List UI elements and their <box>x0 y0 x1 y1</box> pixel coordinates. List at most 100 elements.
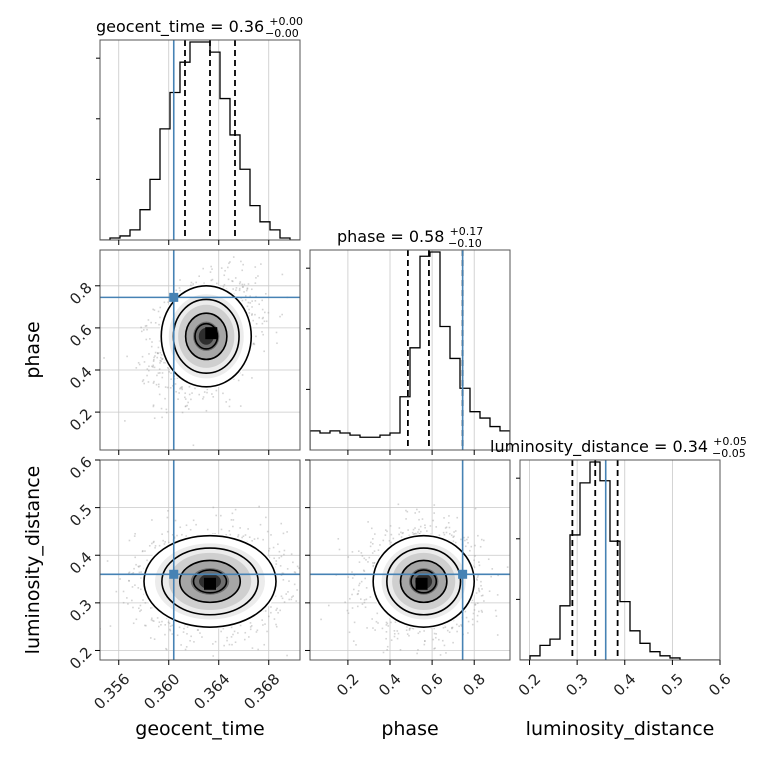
scatter-point <box>171 534 174 536</box>
scatter-point <box>480 538 483 541</box>
scatter-point <box>190 398 192 401</box>
scatter-point <box>139 565 141 567</box>
scatter-point <box>288 598 291 601</box>
scatter-point <box>198 275 200 278</box>
scatter-point <box>244 631 247 634</box>
scatter-point <box>238 289 241 292</box>
scatter-point <box>157 310 160 313</box>
truth-marker <box>169 292 179 302</box>
scatter-point <box>344 525 346 527</box>
scatter-point <box>417 649 419 651</box>
contour-line <box>161 547 259 616</box>
scatter-point <box>134 556 136 559</box>
scatter-point <box>480 594 483 597</box>
scatter-point <box>385 631 388 633</box>
scatter-point <box>188 385 191 388</box>
scatter-point <box>140 588 142 591</box>
scatter-point <box>248 312 251 314</box>
scatter-point <box>228 405 231 408</box>
contour-line <box>160 284 253 388</box>
scatter-point <box>151 619 154 622</box>
scatter-point <box>160 354 163 356</box>
xlabel-luminosity-distance: luminosity_distance <box>526 718 715 740</box>
scatter-point <box>212 655 215 657</box>
scatter-point <box>97 625 99 627</box>
scatter-point <box>147 381 150 383</box>
scatter-point <box>231 280 233 282</box>
scatter-point <box>144 325 147 327</box>
scatter-point <box>453 531 455 533</box>
scatter-point <box>138 363 141 366</box>
scatter-point <box>279 609 281 612</box>
scatter-point <box>373 562 376 564</box>
scatter-point <box>241 269 244 272</box>
scatter-point <box>268 547 271 550</box>
scatter-point <box>438 638 440 641</box>
scatter-point <box>363 601 366 604</box>
scatter-point <box>477 587 480 590</box>
scatter-point <box>187 408 190 410</box>
scatter-point <box>433 647 435 650</box>
scatter-point <box>413 662 415 664</box>
scatter-point <box>167 510 169 512</box>
scatter-point <box>396 630 399 632</box>
scatter-point <box>424 640 426 642</box>
scatter-point <box>351 607 354 609</box>
scatter-point <box>497 574 499 577</box>
scatter-point <box>103 357 105 359</box>
scatter-point <box>413 533 416 535</box>
scatter-point <box>393 635 396 638</box>
scatter-point <box>452 641 454 644</box>
scatter-point <box>239 281 242 283</box>
scatter-point <box>407 529 409 531</box>
scatter-point <box>184 648 187 651</box>
scatter-point <box>442 664 444 666</box>
scatter-point <box>443 644 446 647</box>
scatter-point <box>389 525 392 527</box>
scatter-point <box>322 576 324 578</box>
scatter-point <box>137 587 140 589</box>
scatter-point <box>127 603 129 605</box>
scatter-point <box>419 525 422 528</box>
scatter-point <box>220 514 222 517</box>
title-phase-lower: −0.10 <box>448 237 482 250</box>
scatter-point <box>178 392 180 394</box>
scatter-point <box>192 444 195 447</box>
scatter-point <box>445 652 447 654</box>
scatter-point <box>143 361 146 363</box>
scatter-point <box>346 609 349 612</box>
scatter-point <box>240 260 242 263</box>
scatter-point <box>148 353 150 355</box>
scatter-point <box>414 532 417 535</box>
scatter-point <box>159 351 162 354</box>
scatter-point <box>164 386 167 388</box>
scatter-point <box>265 516 267 519</box>
scatter-point <box>423 630 425 632</box>
scatter-point <box>238 287 241 290</box>
scatter-point <box>156 617 159 619</box>
scatter-point <box>438 534 441 537</box>
scatter-point <box>176 534 178 537</box>
scatter-point <box>386 645 389 648</box>
scatter-point <box>159 316 161 319</box>
scatter-point <box>435 526 438 528</box>
scatter-point <box>157 385 160 388</box>
scatter-point <box>145 624 147 627</box>
xtick-label: 0.2 <box>515 670 545 700</box>
scatter-point <box>474 555 476 557</box>
scatter-point <box>165 411 168 414</box>
scatter-point <box>228 262 230 265</box>
ytick-label: 0.6 <box>66 321 96 351</box>
scatter-point <box>214 533 216 535</box>
scatter-point <box>276 342 278 345</box>
scatter-point <box>413 533 415 535</box>
scatter-point <box>280 555 283 558</box>
scatter-point <box>164 633 166 636</box>
scatter-point <box>408 629 411 631</box>
scatter-point <box>232 288 234 290</box>
xtick-label: 0.364 <box>190 670 233 713</box>
scatter-point <box>286 531 288 533</box>
scatter-point <box>361 603 364 605</box>
scatter-point <box>248 536 251 539</box>
scatter-point <box>238 282 241 285</box>
